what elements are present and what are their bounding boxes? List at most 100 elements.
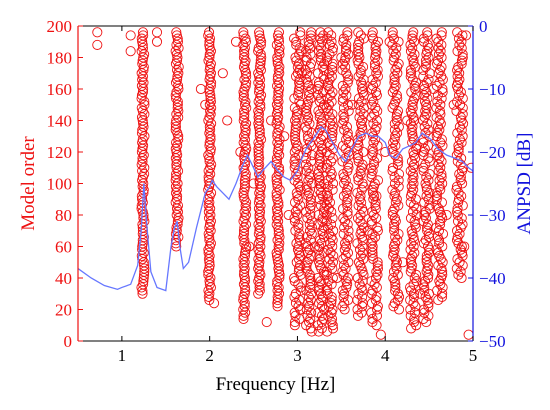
pole-marker	[457, 200, 468, 211]
pole-marker	[173, 134, 184, 145]
pole-marker	[354, 244, 366, 255]
pole-marker	[195, 83, 206, 95]
y-tick-label-right: −10	[479, 80, 506, 99]
pole-marker	[448, 99, 459, 110]
y-tick-label-left: 140	[47, 112, 73, 131]
pole-marker	[370, 231, 381, 243]
pole-marker	[342, 235, 353, 246]
pole-marker	[309, 241, 321, 252]
pole-marker	[241, 197, 252, 208]
pole-marker	[306, 216, 317, 227]
pole-marker	[437, 291, 448, 302]
pole-marker	[322, 191, 334, 202]
y-axis-label-right: ANPSD [dB]	[514, 133, 535, 235]
pole-marker	[352, 187, 363, 198]
pole-marker	[290, 131, 301, 142]
pole-marker	[457, 102, 468, 113]
pole-marker	[303, 191, 314, 202]
pole-marker	[302, 131, 313, 142]
pole-marker	[289, 276, 300, 287]
y-tick-label-left: 40	[55, 269, 72, 288]
pole-marker	[173, 106, 184, 117]
pole-marker	[460, 30, 472, 41]
pole-marker	[418, 165, 429, 176]
pole-marker	[411, 276, 422, 287]
pole-marker	[319, 203, 330, 214]
pole-marker	[326, 134, 337, 145]
pole-marker	[289, 33, 300, 44]
pole-marker	[366, 172, 377, 183]
pole-marker	[405, 197, 416, 208]
x-tick-label: 2	[205, 346, 214, 365]
pole-marker	[355, 65, 366, 76]
pole-marker	[304, 219, 315, 230]
pole-marker	[337, 80, 348, 91]
pole-marker	[266, 115, 277, 126]
pole-marker	[217, 68, 228, 79]
pole-marker	[452, 231, 463, 243]
pole-marker	[402, 115, 413, 126]
pole-marker	[420, 159, 431, 170]
pole-marker	[421, 191, 432, 202]
pole-marker	[375, 329, 386, 340]
y-tick-label-left: 0	[64, 332, 73, 351]
pole-marker	[305, 197, 316, 208]
pole-marker	[303, 36, 314, 47]
pole-marker	[272, 301, 283, 312]
pole-marker	[301, 260, 312, 271]
pole-marker	[387, 27, 398, 38]
pole-marker	[327, 320, 338, 331]
pole-marker	[340, 153, 351, 164]
pole-marker	[415, 288, 426, 299]
pole-marker	[136, 250, 147, 261]
pole-marker	[356, 307, 367, 318]
pole-marker	[271, 191, 282, 202]
pole-marker	[406, 238, 417, 249]
pole-marker	[342, 27, 353, 38]
pole-marker	[271, 175, 282, 186]
pole-marker	[355, 168, 366, 180]
pole-marker	[419, 90, 430, 101]
pole-marker	[424, 168, 435, 180]
pole-marker	[433, 49, 445, 60]
pole-marker	[301, 184, 312, 195]
pole-marker	[315, 27, 326, 38]
pole-marker	[388, 55, 399, 66]
pole-marker	[410, 301, 421, 312]
pole-marker	[271, 156, 283, 167]
pole-marker	[338, 191, 349, 202]
pole-marker	[327, 65, 338, 76]
pole-marker	[324, 112, 335, 123]
pole-marker	[407, 74, 418, 85]
pole-marker	[418, 65, 429, 76]
pole-marker	[436, 156, 447, 167]
pole-marker	[368, 159, 379, 170]
pole-marker	[406, 323, 417, 334]
pole-marker	[369, 61, 381, 72]
pole-marker	[388, 301, 399, 312]
pole-marker	[327, 178, 339, 189]
pole-marker	[353, 156, 364, 167]
pole-marker	[397, 257, 408, 268]
pole-marker	[390, 279, 401, 290]
pole-marker	[342, 99, 353, 110]
pole-marker	[138, 83, 149, 95]
pole-marker	[435, 184, 446, 195]
pole-marker	[327, 46, 338, 57]
pole-marker	[326, 71, 337, 82]
pole-marker	[434, 77, 445, 88]
pole-marker	[422, 272, 434, 284]
pole-marker	[372, 153, 383, 164]
pole-marker	[371, 320, 382, 331]
pole-marker	[459, 241, 470, 252]
pole-marker	[327, 43, 339, 54]
pole-marker	[312, 83, 323, 95]
pole-marker	[353, 150, 364, 161]
pole-marker	[353, 200, 364, 211]
pole-marker	[408, 235, 420, 246]
pole-marker	[422, 118, 433, 129]
pole-marker	[353, 288, 364, 299]
pole-marker	[303, 162, 314, 173]
y-axis-label-left: Model order	[18, 136, 39, 231]
pole-marker	[358, 206, 369, 217]
